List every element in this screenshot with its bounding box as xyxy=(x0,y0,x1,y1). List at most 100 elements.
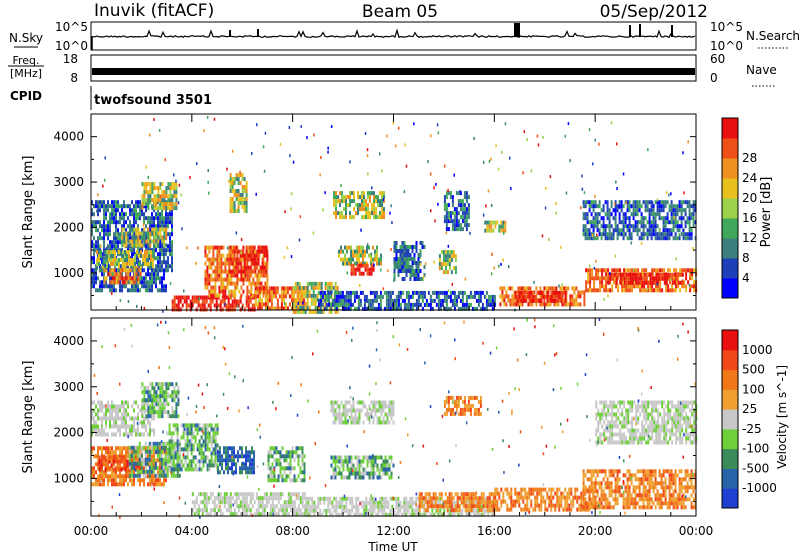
data-cell xyxy=(145,224,147,229)
data-cell xyxy=(115,474,117,479)
data-cell xyxy=(445,219,448,224)
data-cell xyxy=(405,249,408,253)
data-cell xyxy=(362,249,364,254)
data-cell xyxy=(628,216,631,221)
data-cell xyxy=(210,285,213,290)
data-cell xyxy=(227,303,230,308)
data-cell xyxy=(518,298,521,303)
data-cell xyxy=(648,232,651,237)
data-cell xyxy=(644,216,647,221)
data-cell xyxy=(614,216,617,221)
data-cell xyxy=(149,280,151,285)
data-cell xyxy=(155,256,157,261)
data-cell xyxy=(302,298,305,303)
data-cell xyxy=(585,284,588,289)
data-cell xyxy=(166,455,169,460)
data-cell xyxy=(172,463,175,468)
data-cell xyxy=(186,431,189,436)
data-cell xyxy=(335,298,338,303)
data-cell xyxy=(131,432,133,437)
data-cell xyxy=(137,268,140,273)
data-cell xyxy=(93,212,95,217)
data-cell xyxy=(128,465,131,470)
data-cell xyxy=(135,458,137,463)
data-cell xyxy=(268,298,271,303)
data-cell xyxy=(245,189,248,193)
data-cell xyxy=(605,284,608,289)
data-cell xyxy=(234,293,237,298)
data-cell xyxy=(395,294,398,299)
data-cell xyxy=(108,258,110,263)
data-cell xyxy=(493,302,496,307)
data-cell xyxy=(345,207,347,212)
data-cell xyxy=(521,302,524,307)
data-cell xyxy=(467,195,470,200)
data-cell xyxy=(399,249,402,253)
data-cell xyxy=(118,467,121,472)
power-scatter xyxy=(145,165,147,169)
data-cell xyxy=(159,402,162,407)
power-scatter xyxy=(349,160,351,164)
power-scatter xyxy=(292,160,295,164)
data-cell xyxy=(173,390,176,395)
data-cell xyxy=(229,173,232,177)
data-cell xyxy=(403,306,406,311)
data-cell xyxy=(290,298,293,303)
data-cell xyxy=(633,280,636,285)
data-cell xyxy=(594,200,597,205)
data-cell xyxy=(358,261,360,266)
data-cell xyxy=(159,235,162,240)
data-cell xyxy=(160,473,163,478)
data-cell xyxy=(391,306,394,311)
data-cell xyxy=(555,302,558,307)
data-cell xyxy=(167,224,169,229)
data-cell xyxy=(615,268,618,273)
data-cell xyxy=(509,302,512,307)
data-cell xyxy=(93,416,95,421)
data-cell xyxy=(123,235,126,240)
data-cell xyxy=(101,268,103,273)
data-cell xyxy=(123,284,125,289)
data-cell xyxy=(379,302,382,307)
data-cell xyxy=(417,298,420,303)
data-cell xyxy=(179,295,182,300)
data-cell xyxy=(352,267,355,272)
data-cell xyxy=(380,257,382,262)
data-cell xyxy=(123,220,125,225)
data-cell xyxy=(131,235,134,240)
data-cell xyxy=(142,258,144,263)
data-cell xyxy=(272,286,275,291)
data-cell xyxy=(459,223,462,228)
data-cell xyxy=(302,285,305,290)
data-cell xyxy=(259,269,262,274)
power-scatter xyxy=(413,122,415,126)
power-scatter xyxy=(541,234,544,238)
data-cell xyxy=(358,263,361,268)
data-cell xyxy=(619,272,622,277)
data-cell xyxy=(659,268,662,273)
data-cell xyxy=(101,450,103,455)
data-cell xyxy=(151,206,154,211)
data-cell xyxy=(689,268,692,273)
data-cell xyxy=(667,268,670,273)
power-scatter xyxy=(236,304,239,308)
data-cell xyxy=(645,268,648,273)
power-scatter xyxy=(445,231,448,235)
data-cell xyxy=(175,194,178,199)
data-cell xyxy=(312,289,315,294)
data-cell xyxy=(141,398,144,403)
data-cell xyxy=(93,424,95,429)
power-y-tick-label: 3000 xyxy=(53,175,84,189)
data-cell xyxy=(183,295,186,300)
data-cell xyxy=(505,302,508,307)
data-cell xyxy=(492,228,495,233)
data-cell xyxy=(419,290,422,295)
data-cell xyxy=(634,228,637,233)
data-cell xyxy=(465,211,468,216)
data-cell xyxy=(91,200,93,205)
data-cell xyxy=(154,473,157,478)
data-cell xyxy=(485,298,488,303)
data-cell xyxy=(691,276,694,281)
data-cell xyxy=(284,286,287,291)
data-cell xyxy=(95,478,97,483)
